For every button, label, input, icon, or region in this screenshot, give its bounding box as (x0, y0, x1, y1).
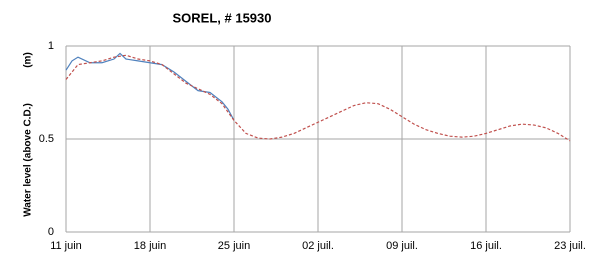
chart-title: SOREL, # 15930 (173, 10, 272, 25)
series-line (65, 52, 235, 121)
x-tick-label: 16 juil. (470, 240, 502, 252)
y-tick-label: 0.5 (39, 133, 54, 145)
y-axis-unit: (m) (23, 52, 34, 68)
series-line (65, 54, 571, 142)
x-tick-label: 23 juil. (554, 240, 586, 252)
x-tick-label: 25 juin (218, 240, 250, 252)
x-tick-label: 02 juil. (302, 240, 334, 252)
x-tick-label: 09 juil. (386, 240, 418, 252)
y-tick-label: 0 (48, 226, 54, 238)
y-tick-label: 1 (48, 40, 54, 52)
x-tick-label: 11 juin (50, 240, 82, 252)
x-tick-label: 18 juin (134, 240, 166, 252)
y-axis-title: Water level (above C.D.) (23, 103, 34, 217)
